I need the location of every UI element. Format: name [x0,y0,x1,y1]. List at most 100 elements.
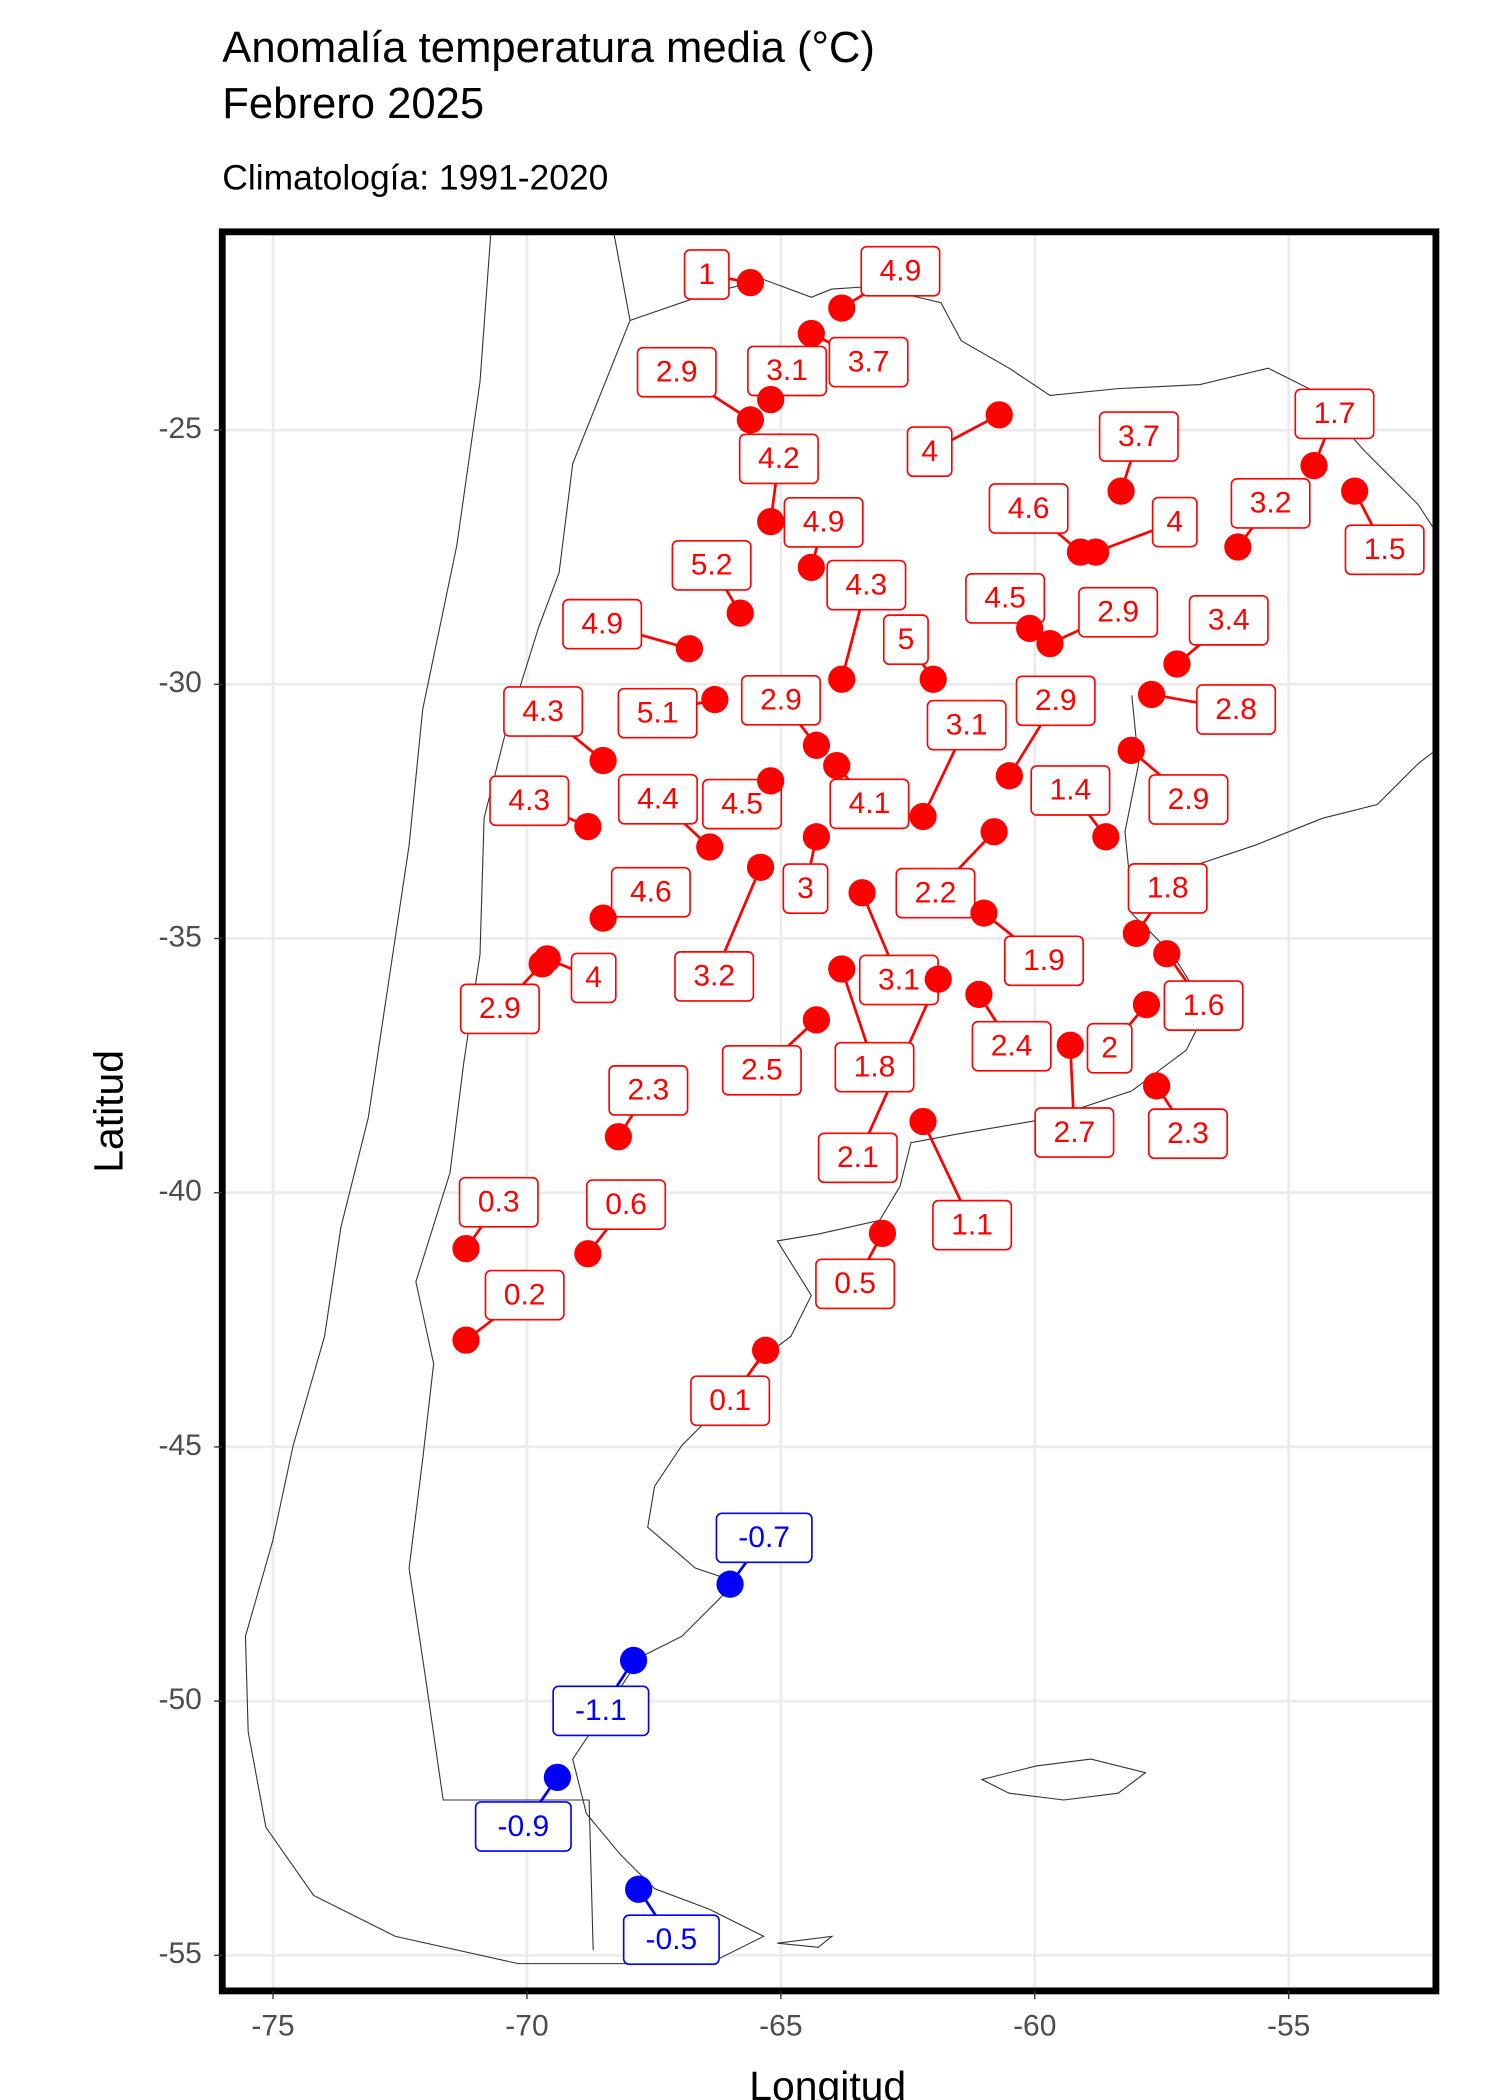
label-box [570,952,617,1004]
label-box [829,778,910,830]
value-label: 2.4 [991,1030,1033,1063]
station-point [924,965,952,993]
station-point [1117,736,1145,765]
station-point [528,950,556,978]
station-point [802,823,831,851]
label-box [740,674,821,726]
station-point [589,746,617,775]
label-box [674,951,755,1002]
y-tick-label: -25 [158,412,201,445]
value-label: 3.2 [1250,487,1292,520]
label-box [906,426,953,478]
value-label: 1.8 [854,1050,896,1083]
value-label: 0.1 [709,1384,751,1417]
station-point [1137,680,1166,709]
y-tick-label: -45 [158,1429,201,1462]
station-point [701,685,729,714]
station-point [452,1326,480,1354]
station-point [696,833,724,861]
value-label: 4.4 [637,783,679,816]
station-point [980,818,1008,846]
station-point [1300,452,1328,480]
station-point [716,1570,744,1598]
value-label: 2.2 [915,876,957,909]
value-label: 3.1 [878,963,920,996]
label-box [1230,478,1311,529]
label-box [926,699,1007,751]
value-label: 4 [585,961,602,994]
value-label: 2.9 [760,684,802,717]
value-label: 1.7 [1314,397,1356,430]
label-box [988,483,1069,534]
value-label: 2.8 [1215,693,1257,726]
label-box [617,687,698,739]
station-point [1142,1072,1171,1100]
x-tick-label: -75 [251,2010,294,2043]
station-point [802,1006,831,1034]
value-label: 2.9 [479,992,521,1025]
label-box [815,1258,896,1310]
station-point [1132,990,1161,1019]
value-label: 4.6 [630,876,672,909]
station-point [736,269,765,297]
station-point [757,507,785,536]
value-label: 2.5 [741,1054,783,1087]
value-label: 4.3 [508,784,550,817]
y-tick-label: -30 [158,666,201,699]
x-tick-label: -65 [759,2010,802,2043]
label-box [1163,980,1244,1031]
station-point [828,294,856,322]
points [452,269,1369,1903]
station-point [797,553,825,582]
station-point [736,406,765,434]
label-box [458,1176,539,1228]
label-box [1127,863,1208,914]
station-point [751,1336,780,1364]
value-label: 1.9 [1023,944,1065,977]
value-label: 1.1 [951,1208,993,1241]
station-point [543,1763,572,1792]
value-label: 4.3 [845,568,887,601]
label-box [489,775,570,827]
station-point [589,904,617,932]
value-label: 3 [797,872,814,905]
label-box [636,346,717,398]
label-box [608,1065,689,1116]
label-box [965,573,1046,624]
label-box [690,1375,771,1427]
value-label: 3.7 [848,345,890,378]
station-point [757,767,785,795]
value-label: 1.5 [1364,533,1406,566]
value-label: 3.2 [693,960,735,993]
station-point [604,1123,632,1151]
value-label: 4.9 [880,255,922,288]
label-box [895,867,976,919]
value-label: -0.5 [646,1923,698,1956]
station-point [625,1875,653,1903]
station-point [909,1107,937,1136]
label-box [834,1041,915,1093]
station-point [1016,614,1044,643]
labels: 1 4.9 3.7 3.1 2.9 4 3.7 1.7 1.5 4.2 4.6 4 3.2 4.9 5.2 4… [458,245,1425,1966]
station-point [1224,533,1252,561]
label-box [1344,524,1425,576]
y-tick-label: -55 [158,1937,201,1970]
station-point [574,1240,602,1268]
panel-border [218,228,1440,1995]
chart-title: Febrero 2025 [222,80,484,128]
value-label: 2.3 [627,1074,669,1107]
station-point [848,879,876,907]
label-box [817,1132,898,1184]
value-label: 4.2 [758,442,800,475]
value-label: 1.6 [1183,989,1225,1022]
x-tick-label: -60 [1013,2010,1056,2043]
label-box [484,1269,565,1321]
station-point [970,899,998,927]
station-point [746,853,775,881]
station-point [574,813,602,841]
label-box [882,614,929,666]
value-label: 2.9 [656,355,698,388]
station-point [823,752,851,780]
label-box [747,345,828,397]
